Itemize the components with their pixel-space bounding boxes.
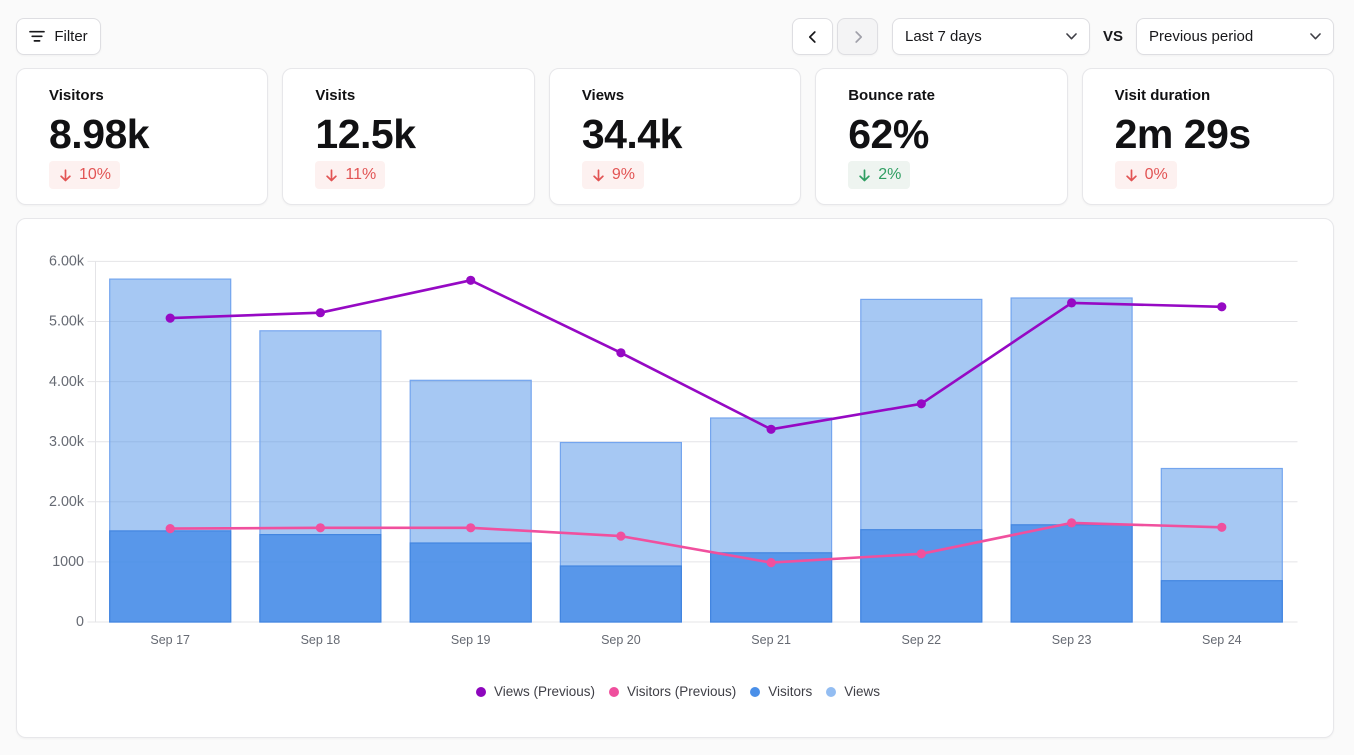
svg-text:6.00k: 6.00k xyxy=(49,254,85,270)
svg-text:Sep 20: Sep 20 xyxy=(601,633,641,647)
svg-text:4.00k: 4.00k xyxy=(49,374,85,390)
svg-text:Sep 17: Sep 17 xyxy=(150,633,190,647)
svg-text:Sep 22: Sep 22 xyxy=(901,633,941,647)
svg-text:Sep 24: Sep 24 xyxy=(1202,633,1242,647)
svg-text:5.00k: 5.00k xyxy=(49,314,85,330)
svg-text:Sep 19: Sep 19 xyxy=(451,633,491,647)
svg-text:1000: 1000 xyxy=(52,554,84,570)
svg-text:Sep 18: Sep 18 xyxy=(301,633,341,647)
svg-text:Sep 23: Sep 23 xyxy=(1052,633,1092,647)
svg-text:2.00k: 2.00k xyxy=(49,494,85,510)
svg-text:0: 0 xyxy=(76,614,84,630)
svg-text:Sep 21: Sep 21 xyxy=(751,633,791,647)
svg-text:3.00k: 3.00k xyxy=(49,434,85,450)
